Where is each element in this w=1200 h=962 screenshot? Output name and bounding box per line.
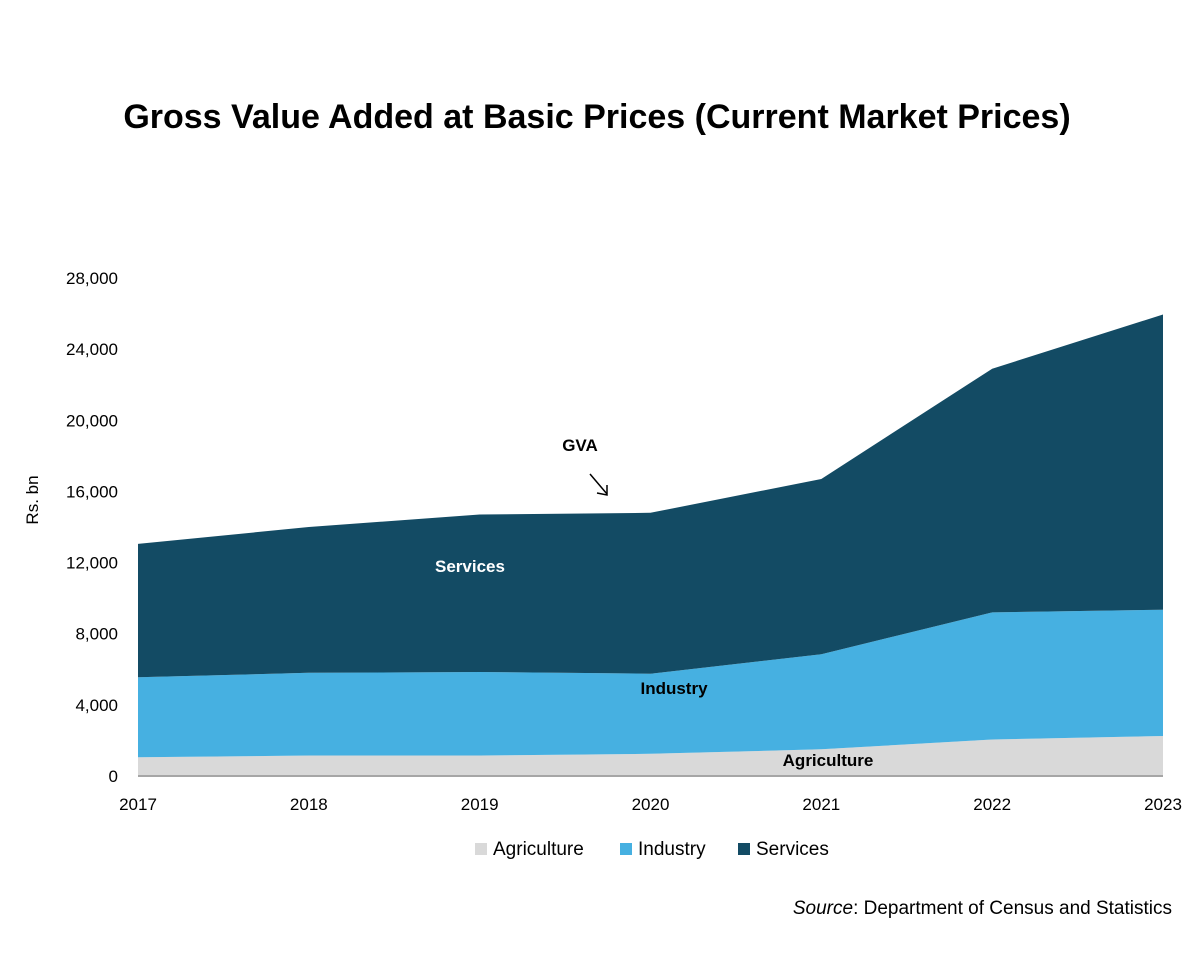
area-industry <box>138 609 1163 758</box>
x-tick-label: 2017 <box>119 795 157 814</box>
area-agriculture <box>138 736 1163 776</box>
y-axis-label: Rs. bn <box>23 475 42 524</box>
legend-swatch <box>620 843 632 855</box>
area-label-gva: GVA <box>562 436 598 455</box>
y-tick-label: 12,000 <box>66 554 118 573</box>
x-tick-label: 2022 <box>973 795 1011 814</box>
x-tick-label: 2018 <box>290 795 328 814</box>
legend: Agriculture Industry Services <box>475 839 829 860</box>
y-tick-label: 24,000 <box>66 340 118 359</box>
legend-item-agriculture: Agriculture <box>475 839 584 860</box>
source-note: Source: Department of Census and Statist… <box>793 898 1172 919</box>
legend-label: Services <box>756 839 829 860</box>
legend-item-industry: Industry <box>620 839 706 860</box>
area-label-agriculture: Agriculture <box>783 751 874 770</box>
legend-item-services: Services <box>738 839 829 860</box>
y-tick-label: 16,000 <box>66 482 118 501</box>
y-tick-label: 8,000 <box>75 625 118 644</box>
legend-swatch <box>475 843 487 855</box>
stacked-areas <box>138 314 1163 776</box>
source-text: Department of Census and Statistics <box>864 898 1172 919</box>
x-tick-label: 2019 <box>461 795 499 814</box>
gva-arrow-icon <box>589 473 608 496</box>
y-tick-label: 28,000 <box>66 269 118 288</box>
legend-swatch <box>738 843 750 855</box>
y-axis-ticks: 0 4,000 8,000 12,000 16,000 20,000 24,000 28,00… <box>66 269 118 786</box>
chart-title: Gross Value Added at Basic Prices (Curre… <box>123 98 1070 136</box>
x-axis-ticks: 2017 2018 2019 2020 2021 2022 2023 <box>119 795 1182 814</box>
area-label-services: Services <box>435 557 505 576</box>
source-separator: : <box>853 898 864 919</box>
x-tick-label: 2021 <box>802 795 840 814</box>
legend-label: Industry <box>638 839 706 860</box>
x-tick-label: 2020 <box>632 795 670 814</box>
y-tick-label: 0 <box>109 767 118 786</box>
y-tick-label: 20,000 <box>66 411 118 430</box>
source-prefix: Source <box>793 898 853 919</box>
area-label-industry: Industry <box>640 679 708 698</box>
area-services <box>138 314 1163 678</box>
legend-label: Agriculture <box>493 839 584 860</box>
y-tick-label: 4,000 <box>75 696 118 715</box>
x-tick-label: 2023 <box>1144 795 1182 814</box>
